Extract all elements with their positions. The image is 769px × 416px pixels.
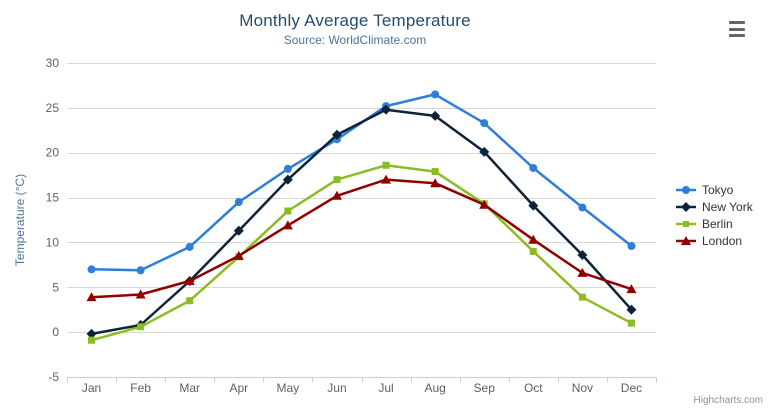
legend-item-london[interactable]: London (675, 234, 753, 248)
svg-text:5: 5 (52, 280, 59, 294)
menu-bar (729, 21, 745, 24)
legend-label: Tokyo (702, 183, 734, 197)
svg-text:-5: -5 (48, 370, 59, 384)
svg-text:15: 15 (46, 191, 60, 205)
triangle-series-marker-icon (676, 236, 696, 245)
chart-subtitle: Source: WorldClimate.com (283, 33, 427, 47)
svg-text:20: 20 (46, 146, 60, 160)
svg-text:Jun: Jun (327, 381, 346, 395)
menu-bar (729, 27, 745, 31)
svg-text:30: 30 (46, 56, 60, 70)
legend-item-berlin[interactable]: Berlin (675, 217, 753, 231)
svg-text:Feb: Feb (130, 381, 151, 395)
svg-text:Jul: Jul (378, 381, 393, 395)
svg-text:25: 25 (46, 101, 60, 115)
legend-label: New York (702, 200, 753, 214)
chart-title: Monthly Average Temperature (239, 11, 471, 30)
svg-text:0: 0 (52, 325, 59, 339)
legend-label: Berlin (702, 217, 733, 231)
svg-text:May: May (277, 381, 300, 395)
svg-text:Aug: Aug (424, 381, 445, 395)
svg-text:Apr: Apr (229, 381, 248, 395)
credits-link[interactable]: Highcharts.com (693, 395, 763, 406)
svg-text:Jan: Jan (82, 381, 101, 395)
svg-text:Mar: Mar (179, 381, 200, 395)
svg-text:Nov: Nov (572, 381, 593, 395)
legend-label: London (702, 234, 743, 248)
svg-text:Dec: Dec (621, 381, 642, 395)
menu-bar (729, 34, 745, 37)
svg-text:Oct: Oct (524, 381, 543, 395)
svg-text:Sep: Sep (474, 381, 496, 395)
legend-item-tokyo[interactable]: Tokyo (675, 183, 753, 197)
square-series-marker-icon (676, 221, 696, 227)
hamburger-menu-icon[interactable] (729, 20, 747, 38)
svg-text:10: 10 (46, 235, 60, 249)
legend-item-new-york[interactable]: New York (675, 200, 753, 214)
circle-series-marker-icon (676, 186, 696, 194)
diamond-series-marker-icon (676, 202, 696, 212)
svg-text:Temperature (°C): Temperature (°C) (13, 174, 27, 266)
legend: Tokyo New York Berlin London (675, 183, 753, 248)
